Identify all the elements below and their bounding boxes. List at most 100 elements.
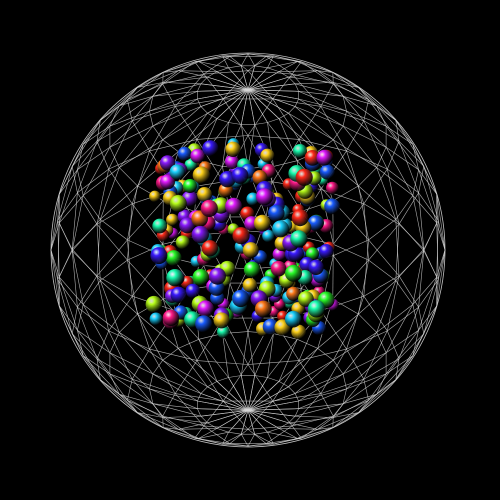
wireframe-ring-edge <box>363 203 400 225</box>
wireframe-diagonal-edge <box>196 139 224 183</box>
wireframe-ring-edge <box>216 377 229 382</box>
wireframe-ring-edge <box>266 437 302 444</box>
wireframe-ring-edge <box>162 415 204 427</box>
wireframe-diagonal-edge <box>127 400 138 413</box>
wireframe-diagonal-edge <box>222 122 229 167</box>
wireframe-ring-edge <box>342 96 347 112</box>
wireframe-diagonal-edge <box>267 55 274 68</box>
wireframe-ring-edge <box>149 388 154 404</box>
wireframe-edge <box>241 410 249 435</box>
wireframe-diagonal-edge <box>200 89 249 107</box>
wireframe-ring-edge <box>200 106 208 114</box>
wireframe-diagonal-edge <box>247 386 289 411</box>
wireframe-ring-edge <box>108 330 150 350</box>
particle <box>291 209 309 227</box>
wireframe-diagonal-edge <box>149 388 198 402</box>
wireframe-diagonal-edge <box>71 333 101 380</box>
wireframe-ring-edge <box>395 355 414 380</box>
wireframe-edge <box>272 139 300 183</box>
wireframe-ring-edge <box>100 219 128 241</box>
wireframe-edge <box>254 55 274 67</box>
wireframe-diagonal-edge <box>100 280 138 315</box>
wireframe-edge <box>77 146 111 171</box>
wireframe-edge <box>368 358 400 401</box>
wireframe-edge <box>149 98 198 112</box>
wireframe-edge <box>119 394 153 404</box>
wireframe-ring-edge <box>267 67 280 72</box>
wireframe-ring-edge <box>247 70 293 75</box>
wireframe-diagonal-edge <box>119 96 153 106</box>
wireframe-diagonal-edge <box>346 150 365 204</box>
wireframe-ring-edge <box>412 169 419 196</box>
wireframe-ring-edge <box>333 125 344 140</box>
wireframe-edge <box>436 194 446 251</box>
wireframe-diagonal-edge <box>247 65 255 90</box>
wireframe-diagonal-edge <box>127 185 138 240</box>
wireframe-edge <box>298 360 322 394</box>
wireframe-edge <box>77 275 98 308</box>
wireframe-edge <box>294 373 344 394</box>
wireframe-edge <box>137 70 179 88</box>
wireframe-diagonal-edge <box>162 76 208 83</box>
wireframe-ring-edge <box>358 87 377 106</box>
particle <box>225 155 239 169</box>
wireframe-ring-edge <box>197 408 202 417</box>
wireframe-edge <box>298 98 344 127</box>
wireframe-edge <box>346 110 387 127</box>
wireframe-ring-edge <box>292 73 334 85</box>
wireframe-ring-edge <box>175 393 224 402</box>
wireframe-diagonal-edge <box>272 360 300 402</box>
wireframe-ring-edge <box>342 388 347 404</box>
particle <box>308 259 324 275</box>
wireframe-diagonal-edge <box>216 410 249 429</box>
wireframe-diagonal-edge <box>346 120 365 152</box>
particle <box>272 220 290 238</box>
wireframe-diagonal-edge <box>162 83 176 107</box>
wireframe-edge <box>82 304 111 353</box>
wireframe-edge <box>59 144 84 195</box>
wireframe-edge <box>320 106 347 152</box>
wireframe-diagonal-edge <box>200 410 249 417</box>
wireframe-diagonal-edge <box>137 412 179 430</box>
wireframe-diagonal-edge <box>174 393 205 427</box>
wireframe-ring-edge <box>247 53 274 57</box>
wireframe-ring-edge <box>216 67 229 72</box>
wireframe-edge <box>229 56 249 71</box>
wireframe-edge <box>137 313 179 349</box>
wireframe-diagonal-edge <box>278 339 298 382</box>
wireframe-edge <box>291 393 322 427</box>
wireframe-diagonal-edge <box>229 429 249 444</box>
wireframe-edge <box>178 348 208 387</box>
wireframe-ring-edge <box>198 55 223 62</box>
wireframe-diagonal-edge <box>291 61 302 75</box>
wireframe-diagonal-edge <box>131 379 163 417</box>
particle <box>191 225 209 244</box>
particle <box>149 190 161 202</box>
wireframe-diagonal-edge <box>387 169 400 225</box>
wireframe-diagonal-edge <box>317 427 333 430</box>
wireframe-ring-edge <box>301 427 333 439</box>
wireframe-edge <box>50 249 60 306</box>
wireframe-diagonal-edge <box>82 147 111 196</box>
wireframe-edge <box>376 105 414 145</box>
wireframe-diagonal-edge <box>83 304 120 333</box>
particle <box>192 166 210 184</box>
wireframe-edge <box>317 412 359 430</box>
wireframe-edge <box>198 61 218 72</box>
wireframe-ring-edge <box>288 415 296 424</box>
wireframe-ring-edge <box>387 168 419 194</box>
wireframe-diagonal-edge <box>278 61 298 72</box>
wireframe-edge <box>278 428 298 439</box>
wireframe-ring-edge <box>333 360 344 375</box>
wireframe-ring-edge <box>96 275 133 297</box>
wireframe-edge <box>71 120 101 167</box>
wireframe-diagonal-edge <box>222 364 249 402</box>
wireframe-diagonal-edge <box>127 259 164 300</box>
wireframe-diagonal-edge <box>247 410 255 435</box>
wireframe-diagonal-edge <box>298 373 344 402</box>
wireframe-edge <box>152 373 198 402</box>
wireframe-ring-edge <box>317 139 334 152</box>
wireframe-diagonal-edge <box>228 377 249 411</box>
wireframe-diagonal-edge <box>71 249 84 305</box>
